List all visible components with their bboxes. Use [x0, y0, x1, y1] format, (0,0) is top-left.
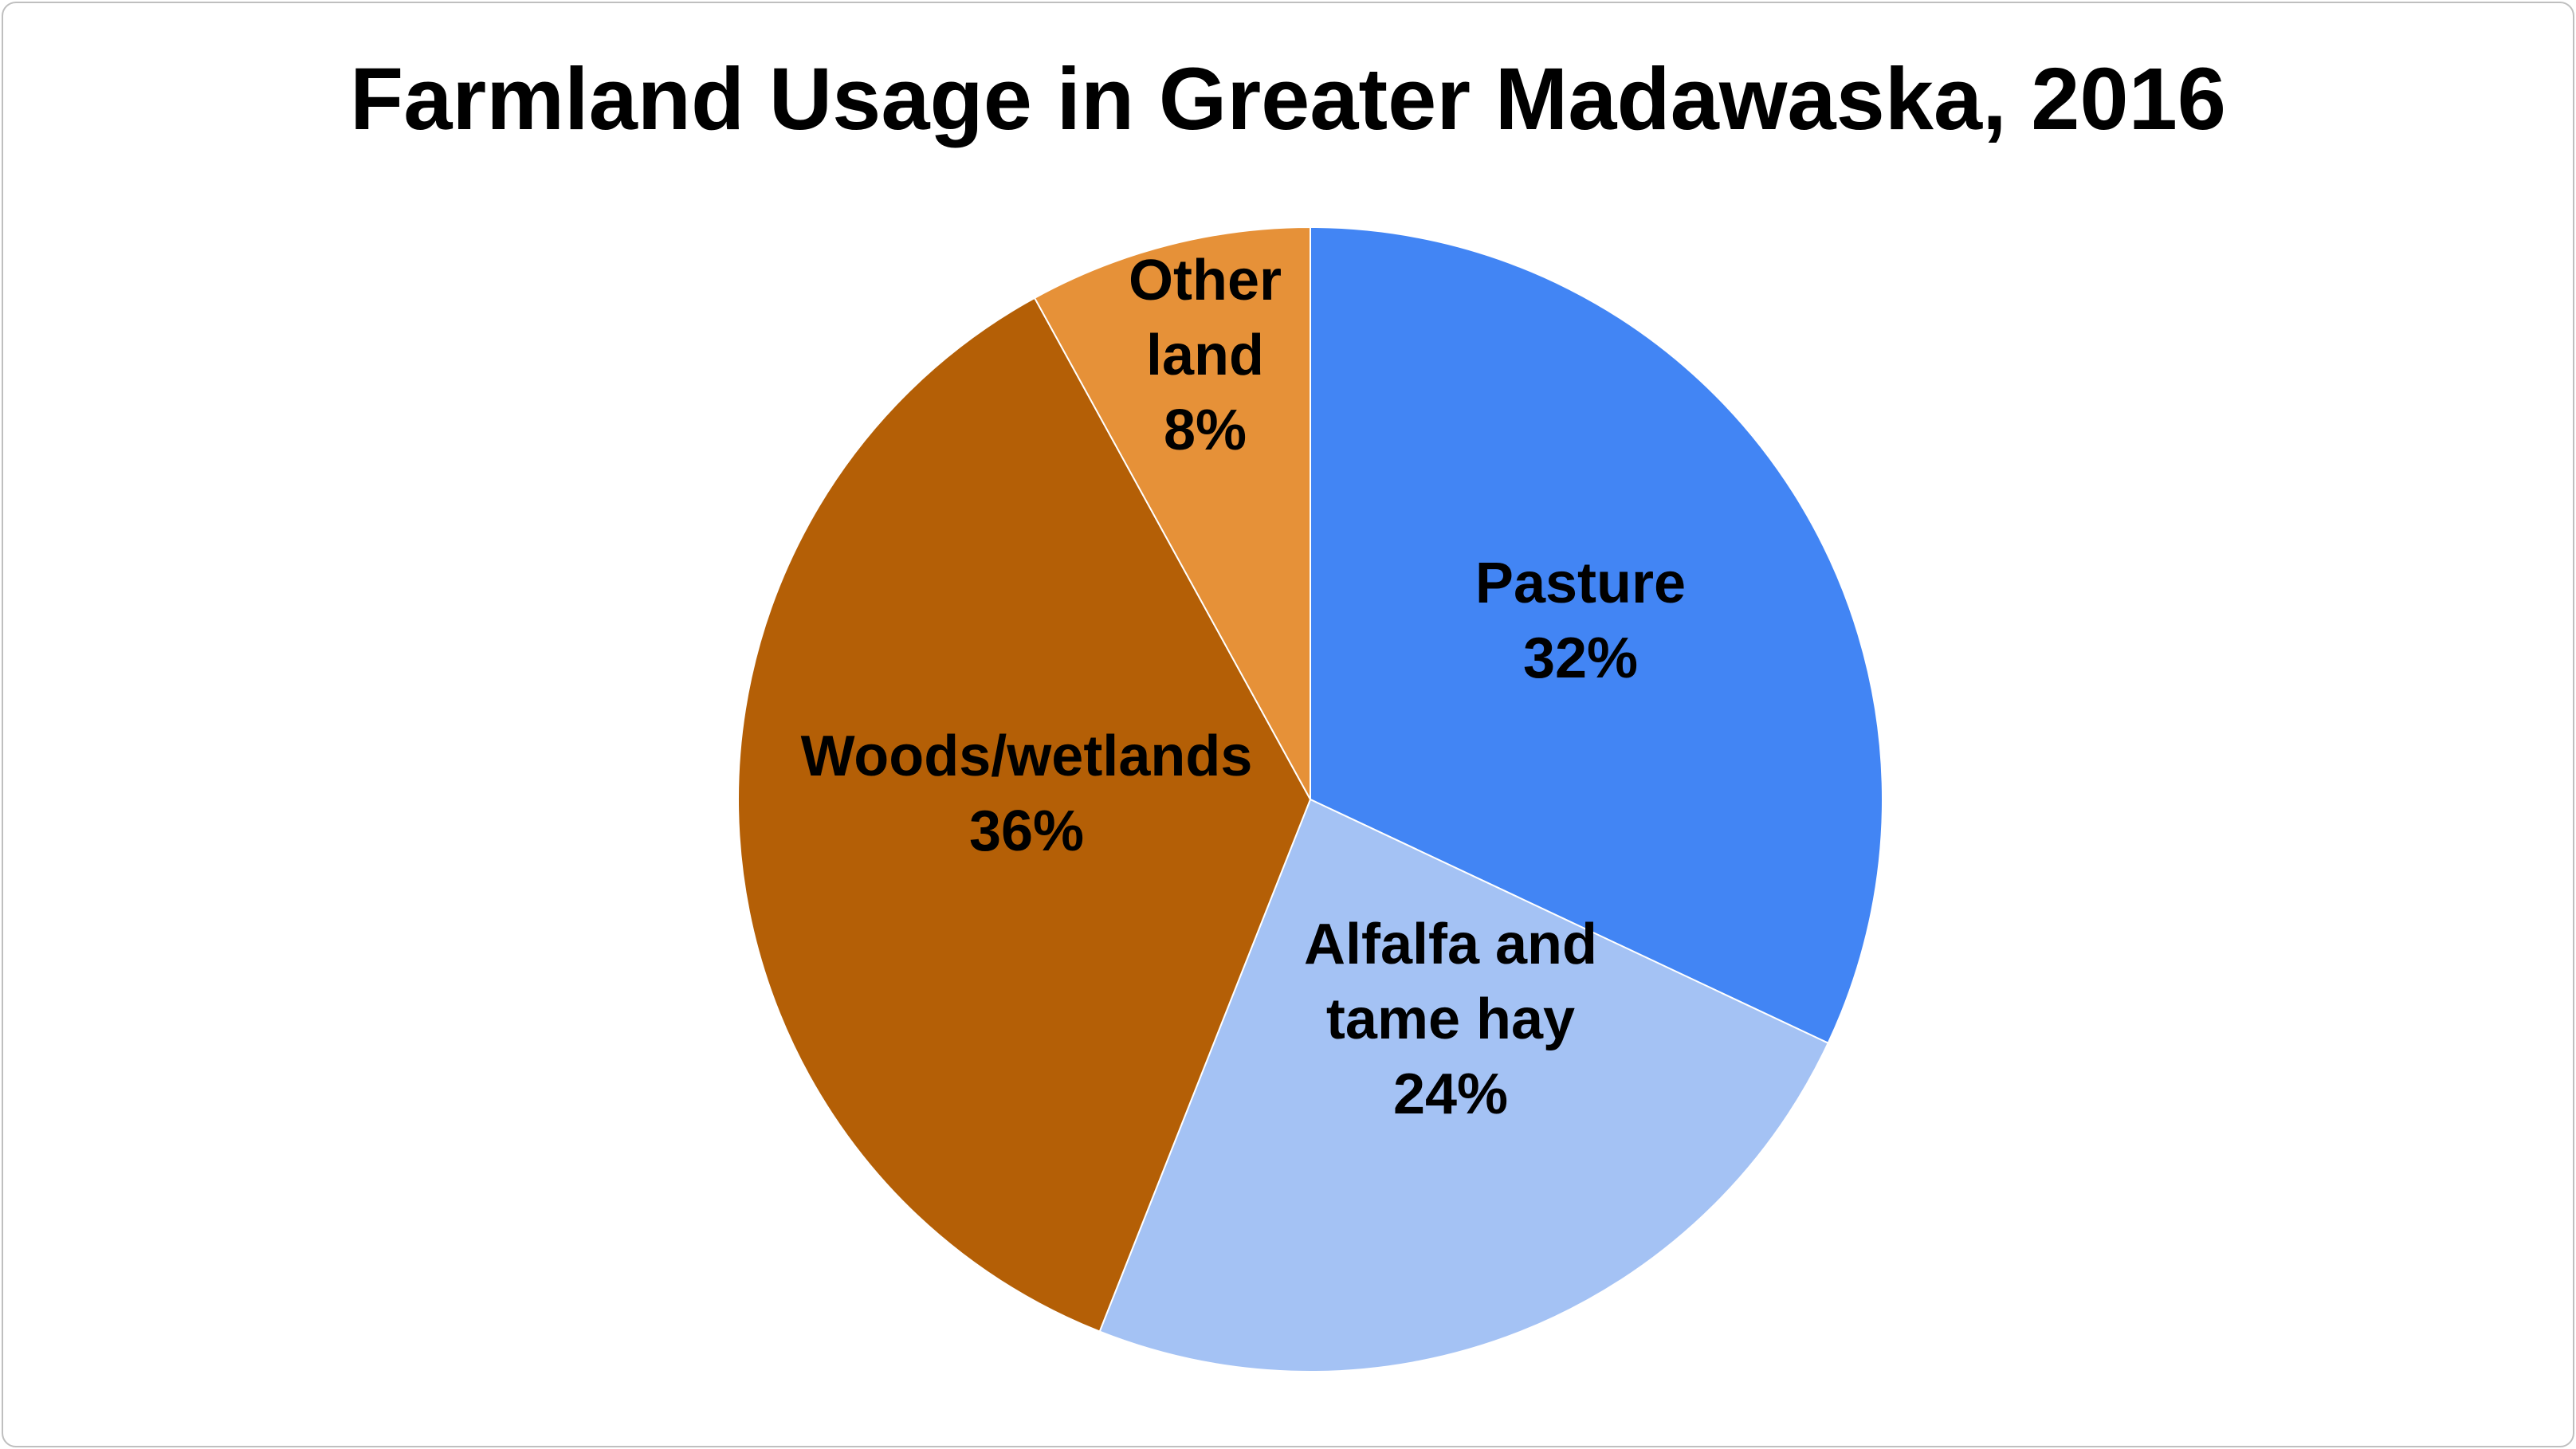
data-label-line: Woods/wetlands — [801, 724, 1253, 788]
data-label-pasture: Pasture 32% — [1475, 552, 1686, 690]
data-label-line: Alfalfa and — [1304, 913, 1597, 976]
data-label-other-land: Other land 8% — [1129, 249, 1282, 462]
pie-labels: Pasture 32% Alfalfa and tame hay 24% Woods/we… — [801, 249, 1686, 1126]
pie-slice-other-land — [1033, 226, 1311, 800]
data-label-line: 24% — [1393, 1062, 1508, 1126]
pie-slices — [737, 226, 1883, 1372]
pie-slice-woods-wetlands — [737, 296, 1312, 1333]
data-label-woods-wetlands: Woods/wetlands 36% — [801, 724, 1253, 863]
pie-slice-pasture — [1310, 226, 1883, 1045]
data-label-line: tame hay — [1326, 988, 1575, 1051]
data-label-line: 32% — [1523, 626, 1638, 690]
pie-slice-alfalfa-and-tame-hay — [1098, 798, 1830, 1372]
data-label-line: Other — [1129, 249, 1282, 312]
data-label-line: 36% — [969, 799, 1084, 863]
chart-title: Farmland Usage in Greater Madawaska, 201… — [350, 50, 2226, 148]
data-label-line: land — [1146, 324, 1264, 387]
data-label-line: 8% — [1164, 399, 1247, 462]
data-label-line: Pasture — [1475, 552, 1686, 615]
data-label-alfalfa-and-tame-hay: Alfalfa and tame hay 24% — [1304, 913, 1597, 1126]
